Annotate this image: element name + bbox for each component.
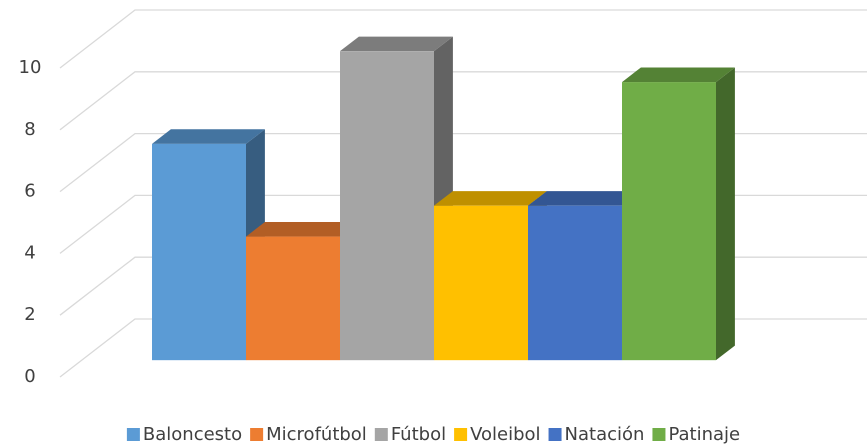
bar (622, 82, 716, 361)
legend-label: Microfútbol (266, 424, 367, 445)
legend-swatch (126, 428, 140, 441)
legend-label: Patinaje (668, 424, 740, 445)
y-tick-label: 2 (24, 304, 35, 325)
legend-label: Baloncesto (143, 424, 242, 445)
grid-line (59, 9, 867, 69)
y-tick-label: 8 (24, 119, 35, 140)
bar (246, 236, 340, 361)
y-tick-label: 10 (19, 57, 42, 78)
legend-swatch (374, 428, 388, 441)
bar-top (622, 67, 735, 83)
legend-swatch (548, 428, 562, 441)
y-tick-label: 6 (24, 181, 35, 202)
bar (152, 143, 246, 361)
legend-swatch (250, 428, 264, 441)
legend-swatch (652, 428, 666, 441)
grid-line (59, 71, 867, 131)
bar (528, 205, 622, 361)
bar-top (340, 36, 453, 52)
legend-label: Voleibol (470, 424, 540, 445)
bar (340, 51, 434, 361)
bar (434, 205, 528, 361)
legend-label: Fútbol (391, 424, 446, 445)
bar-top (152, 129, 265, 144)
bar-top (434, 191, 547, 206)
y-tick-label: 4 (24, 242, 35, 263)
y-tick-label: 0 (24, 366, 35, 387)
legend-swatch (454, 428, 468, 441)
bar-side (716, 67, 735, 361)
legend-label: Natación (565, 424, 645, 445)
bar-top (246, 221, 359, 237)
bar-top (528, 191, 641, 206)
